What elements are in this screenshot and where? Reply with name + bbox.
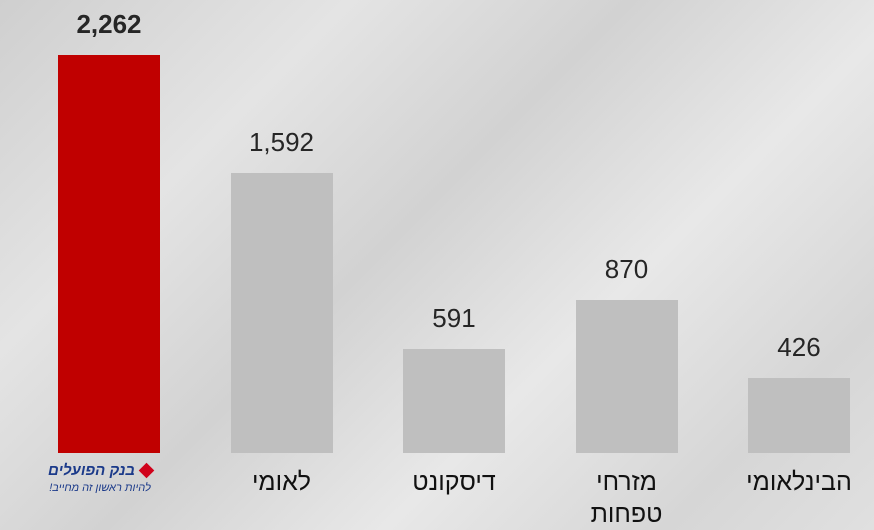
x-tick-label: דיסקונט [412, 468, 496, 496]
bar [230, 172, 333, 453]
value-label: 426 [777, 332, 821, 363]
bar [748, 378, 850, 453]
x-tick-label: הבינלאומי [746, 468, 852, 496]
logo-row: בנק הפועלים [10, 462, 190, 480]
value-label: 591 [432, 303, 476, 333]
x-tick-label: לאומי [251, 468, 312, 496]
bar [575, 299, 678, 453]
bar [403, 349, 505, 453]
value-label: 870 [604, 253, 649, 284]
value-label: 2,262 [76, 9, 142, 39]
logo-icon [138, 462, 155, 479]
logo-slogan: להיות ראשון זה מחייב! [49, 482, 151, 494]
value-label: 1,592 [248, 126, 315, 157]
x-tick-label: בנק הפועלים [47, 462, 136, 479]
x-tick-label: מזרחי טפחות [590, 468, 663, 528]
logo: בנק הפועלים להיות ראשון זה מחייב! [10, 462, 190, 494]
bar [58, 55, 160, 453]
